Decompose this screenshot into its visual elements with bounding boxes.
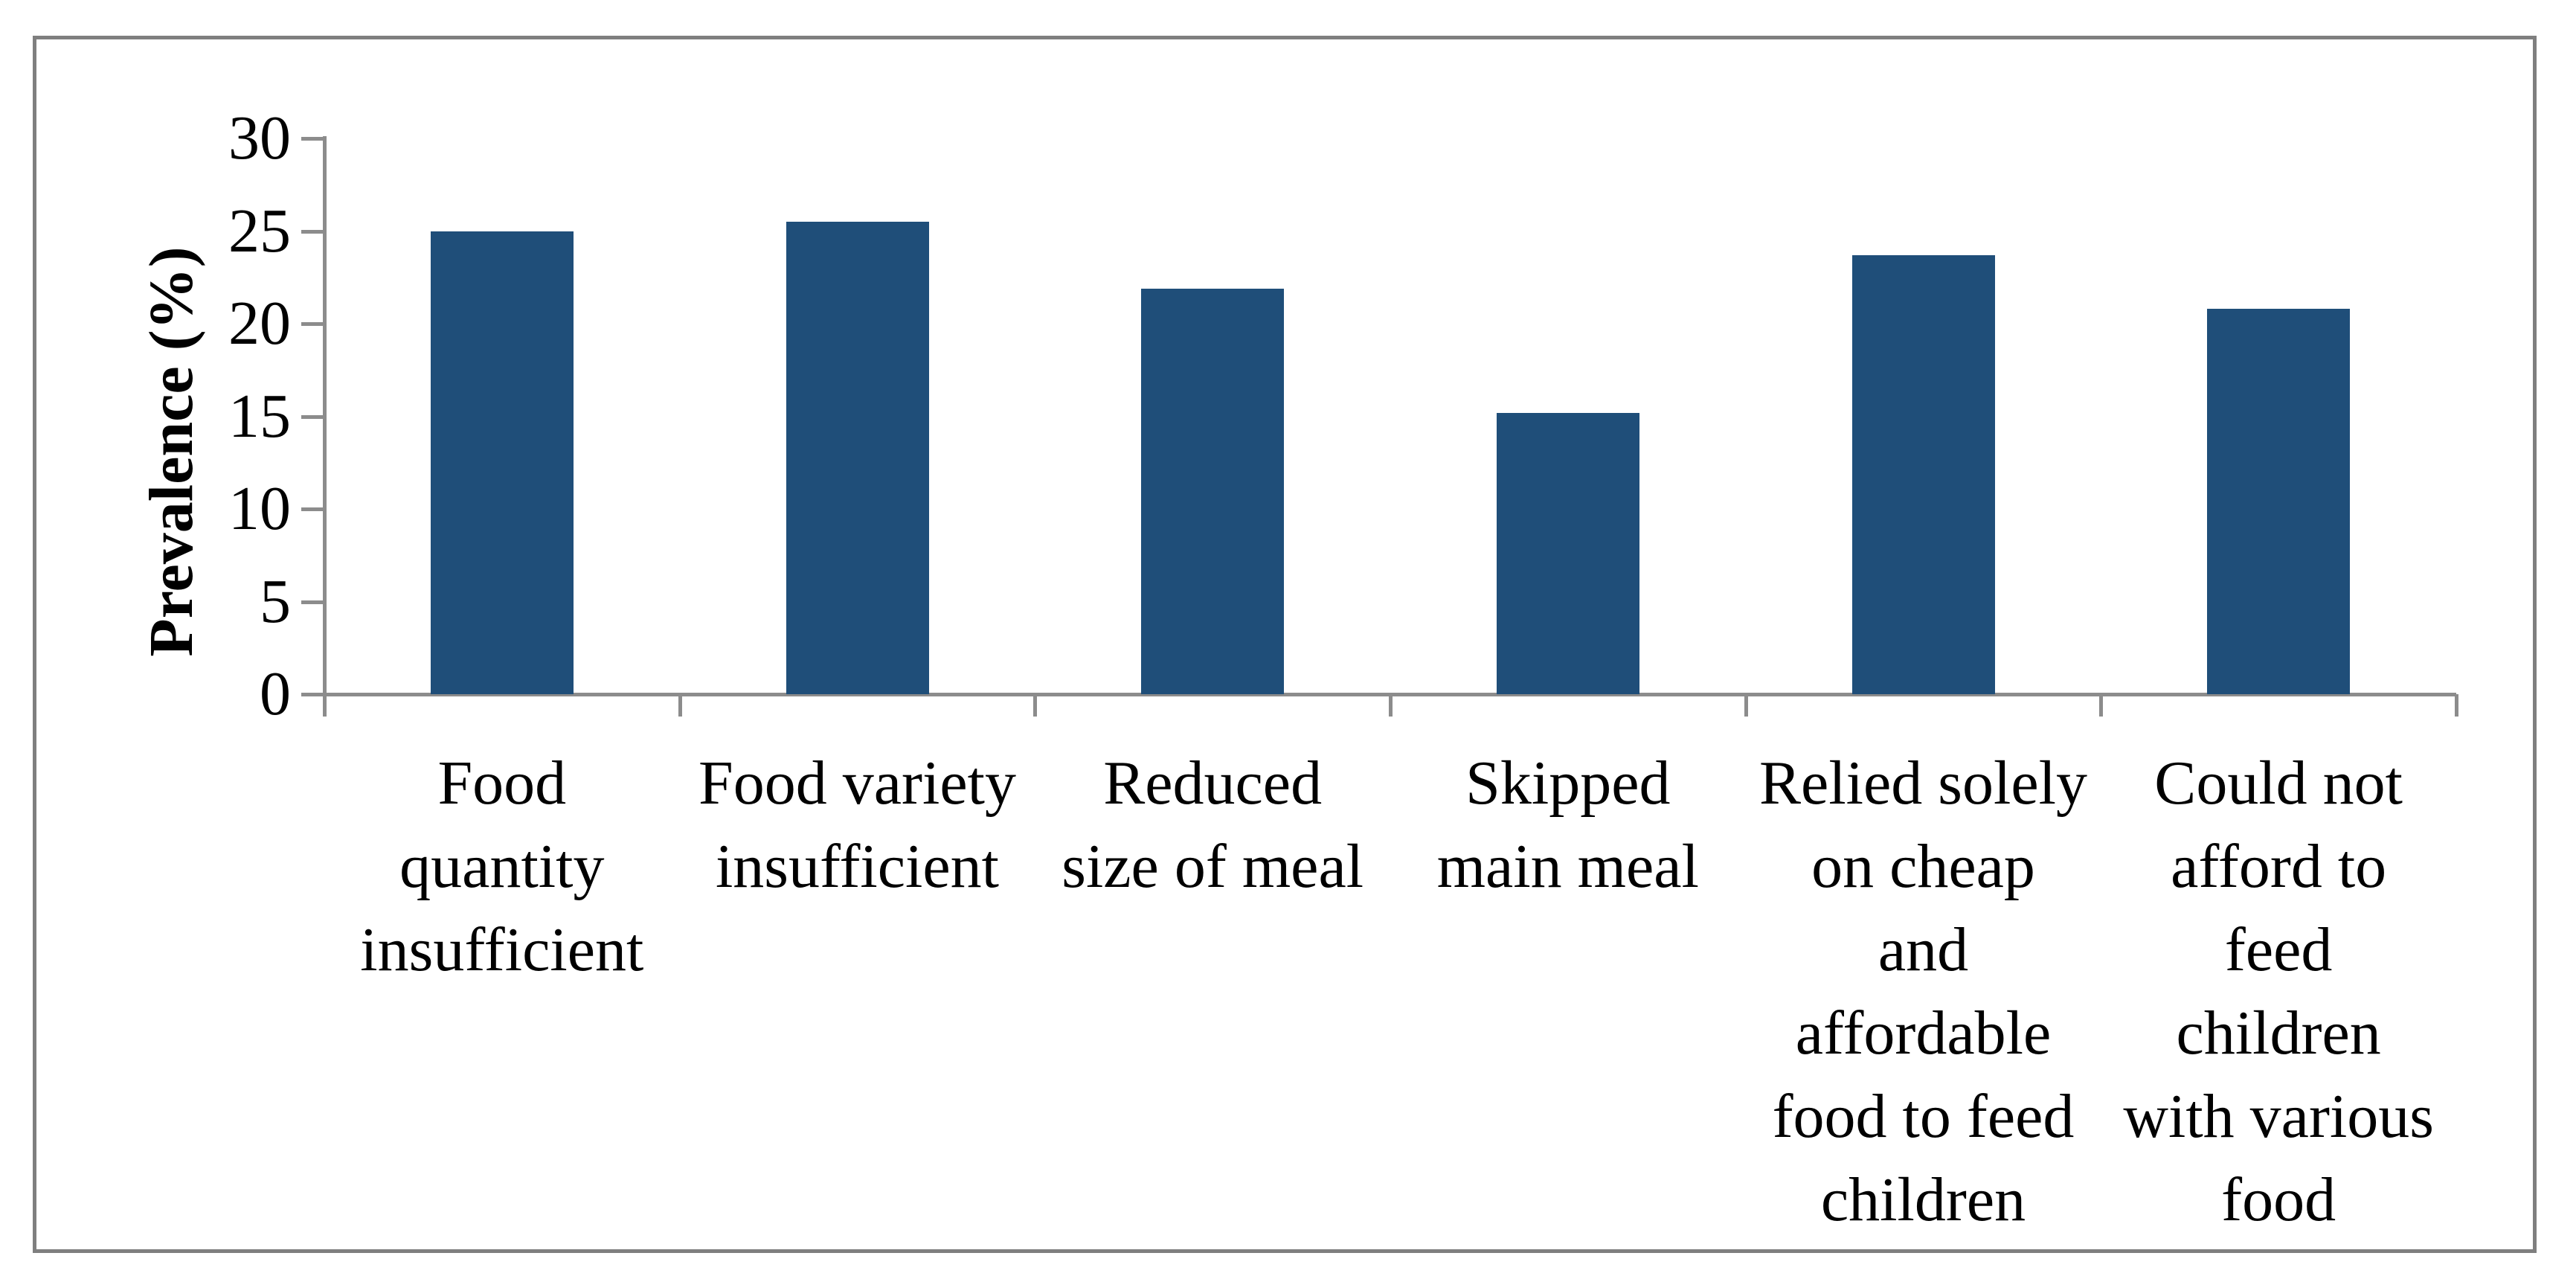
y-tick-mark [301,693,323,696]
y-tick-label: 10 [228,474,291,543]
y-tick-label: 25 [228,196,291,266]
y-tick-label: 15 [228,381,291,451]
bar-5 [1851,254,1995,694]
y-tick-mark [301,507,323,511]
category-label-5: Relied solely on cheap and affordable fo… [1759,749,2087,1234]
x-tick-mark [678,694,682,717]
y-tick-label: 5 [260,566,291,636]
y-tick-label: 0 [260,659,291,728]
bar-2 [786,222,929,694]
x-tick-mark [2455,694,2458,717]
y-tick-mark [301,414,323,419]
y-tick-mark [301,137,323,141]
category-label-4: Skipped main meal [1436,749,1699,901]
figure-border: Prevalence (%) 0 5 10 15 20 25 30 Food quantit… [33,36,2537,1253]
x-tick-mark [1744,694,1748,717]
y-tick-label: 30 [228,103,291,173]
y-tick-label: 20 [228,289,291,358]
y-tick-mark [301,322,323,326]
x-tick-mark [1389,694,1393,717]
category-label-3: Reduced size of meal [1061,749,1364,901]
y-tick-mark [301,229,323,234]
bar-3 [1141,288,1285,694]
bar-6 [2207,309,2351,694]
x-tick-mark [1033,694,1038,717]
y-axis-line [323,136,327,717]
y-tick-mark [301,600,323,604]
category-label-1: Food quantity insufficient [360,749,644,984]
category-label-6: Could not afford to feed children with v… [2123,749,2434,1234]
bar-4 [1496,412,1639,694]
category-label-2: Food variety insufficient [698,749,1016,901]
x-tick-mark [2099,694,2104,717]
bar-1 [430,231,574,694]
x-tick-mark [323,694,327,717]
